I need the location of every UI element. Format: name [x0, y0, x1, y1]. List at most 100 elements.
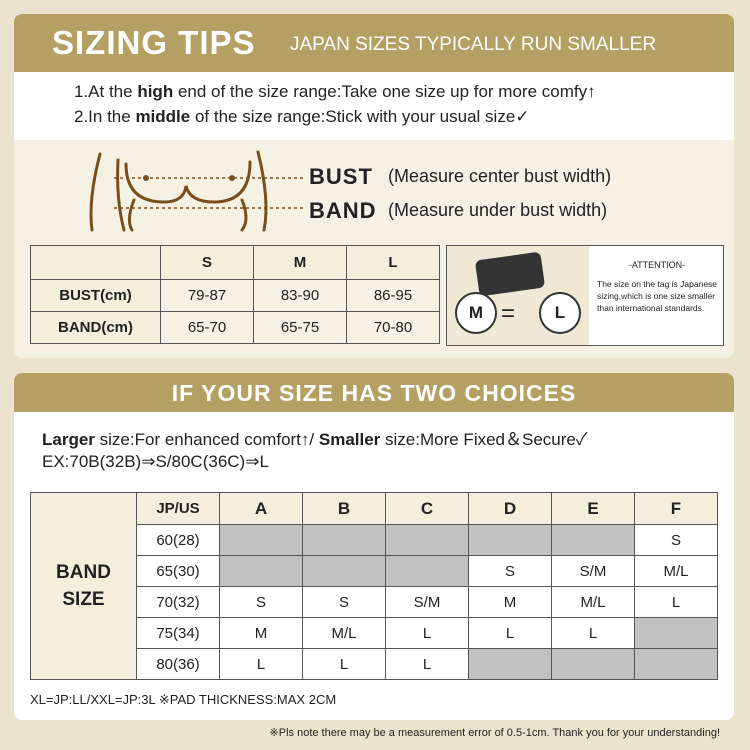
equals: = — [501, 300, 516, 327]
measure-note: (Measure under bust width) — [388, 200, 608, 220]
column-header: L — [346, 245, 440, 280]
size-cell: M/L — [634, 555, 718, 587]
choice-emphasis: Larger — [42, 430, 95, 449]
choices-example: EX:70B(32B)⇒S/80C(36C)⇒L — [42, 452, 269, 471]
size-cell: S — [468, 555, 552, 587]
subtitle: JAPAN SIZES TYPICALLY RUN SMALLER — [290, 34, 657, 55]
size-m: M — [455, 292, 497, 334]
size-cell — [219, 524, 303, 556]
band-label: 60(28) — [136, 524, 220, 556]
size-row: BUST(cm) 79-87 83-90 86-95 — [30, 279, 440, 312]
cup-header: A — [219, 492, 303, 525]
choices-panel: IF YOUR SIZE HAS TWO CHOICES Larger size… — [14, 373, 734, 720]
choices-title: IF YOUR SIZE HAS TWO CHOICES — [14, 373, 734, 412]
size-l: L — [539, 292, 581, 334]
size-cell — [551, 648, 635, 680]
band-row: 60(28) S — [31, 524, 718, 556]
size-cell — [468, 648, 552, 680]
tip-emphasis: middle — [135, 107, 191, 126]
tip: 2.In the middle of the size range:Stick … — [74, 107, 530, 127]
measure-label: BAND — [309, 198, 377, 223]
size-cell: L — [385, 648, 469, 680]
band-label: 65(30) — [136, 555, 220, 587]
size-cell — [385, 555, 469, 587]
size-cell: S — [634, 524, 718, 556]
choice-text: size:More Fixed＆Secure✓ — [380, 430, 588, 449]
disclaimer: ※Pls note there may be a measurement err… — [269, 727, 720, 739]
size-cell: 79-87 — [160, 279, 254, 312]
tip-text: of the size range:Stick with your usual … — [190, 107, 530, 126]
tip-text: 2.In the — [74, 107, 136, 126]
size-cell: L — [634, 586, 718, 618]
choice-emphasis: Smaller — [318, 430, 381, 449]
cup-header: E — [551, 492, 635, 525]
column-header: M — [253, 245, 347, 280]
size-row: BAND(cm) 65-70 65-75 70-80 — [30, 311, 440, 344]
column-header: S — [160, 245, 254, 280]
corner-cell — [30, 245, 161, 280]
size-cell: S/M — [385, 586, 469, 618]
tips-panel: SIZING TIPS JAPAN SIZES TYPICALLY RUN SM… — [14, 14, 734, 358]
size-cell: 70-80 — [346, 311, 440, 344]
size-cell — [634, 648, 718, 680]
band-label: 75(34) — [136, 617, 220, 649]
tip: 1.At the high end of the size range:Take… — [74, 82, 596, 102]
band-row: 65(30) S S/M M/L — [31, 555, 718, 587]
size-cell — [302, 524, 386, 556]
size-cell: M — [468, 586, 552, 618]
size-cell: L — [468, 617, 552, 649]
size-cell: S/M — [551, 555, 635, 587]
band-label: 80(36) — [136, 648, 220, 680]
size-cell: M — [219, 617, 303, 649]
row-header: BUST(cm) — [30, 279, 161, 312]
header-row: BAND SIZE JP/US A B C D E F — [30, 492, 718, 680]
band-row: 70(32) S S S/M M M/L L — [31, 586, 718, 618]
header-bar: SIZING TIPS JAPAN SIZES TYPICALLY RUN SM… — [14, 14, 734, 72]
corner-header: JP/US — [136, 492, 220, 525]
size-cell — [551, 524, 635, 556]
tag-bubble — [474, 251, 546, 297]
attention-text: The size on the tag is Japanese sizing,w… — [597, 279, 718, 313]
size-cell — [634, 617, 718, 649]
cup-header: D — [468, 492, 552, 525]
size-cell: L — [219, 648, 303, 680]
illustration — [89, 150, 304, 232]
cup-header: B — [302, 492, 386, 525]
measure-note: (Measure center bust width) — [388, 166, 612, 186]
size-cell: 65-70 — [160, 311, 254, 344]
size-cell: M/L — [302, 617, 386, 649]
tip-text: end of the size range:Take one size up f… — [173, 82, 596, 101]
size-cell: 65-75 — [253, 311, 347, 344]
attention-box: M = L -ATTENTION- The size on the tag is… — [446, 245, 724, 346]
attention-illustration: M = L — [447, 246, 589, 345]
tips: 1.At the high end of the size range:Take… — [14, 72, 734, 140]
band-row: 75(34) M M/L L L L — [31, 617, 718, 649]
size-cell — [385, 524, 469, 556]
size-cell: S — [302, 586, 386, 618]
size-cell: 86-95 — [346, 279, 440, 312]
size-cell — [302, 555, 386, 587]
size-cell — [219, 555, 303, 587]
size-cell: M/L — [551, 586, 635, 618]
note: XL=JP:LL/XXL=JP:3L ※PAD THICKNESS:MAX 2C… — [30, 692, 337, 707]
cup-header: F — [634, 492, 718, 525]
size-cell: 83-90 — [253, 279, 347, 312]
band-row: 80(36) L L L — [31, 648, 718, 680]
band-label: 70(32) — [136, 586, 220, 618]
attention-title: -ATTENTION- — [628, 260, 686, 270]
cup-header: C — [385, 492, 469, 525]
tip-emphasis: high — [137, 82, 174, 101]
title: SIZING TIPS — [52, 24, 256, 61]
row-header: BAND(cm) — [30, 311, 161, 344]
tip-text: 1.At the — [74, 82, 138, 101]
choices-line: Larger size:For enhanced comfort↑/ Small… — [42, 425, 587, 450]
size-cell: L — [551, 617, 635, 649]
choice-text: size:For enhanced comfort↑/ — [94, 430, 319, 449]
size-cell: L — [385, 617, 469, 649]
band-group: BAND SIZE — [30, 492, 137, 680]
size-cell: L — [302, 648, 386, 680]
size-cell: S — [219, 586, 303, 618]
size-cell — [468, 524, 552, 556]
